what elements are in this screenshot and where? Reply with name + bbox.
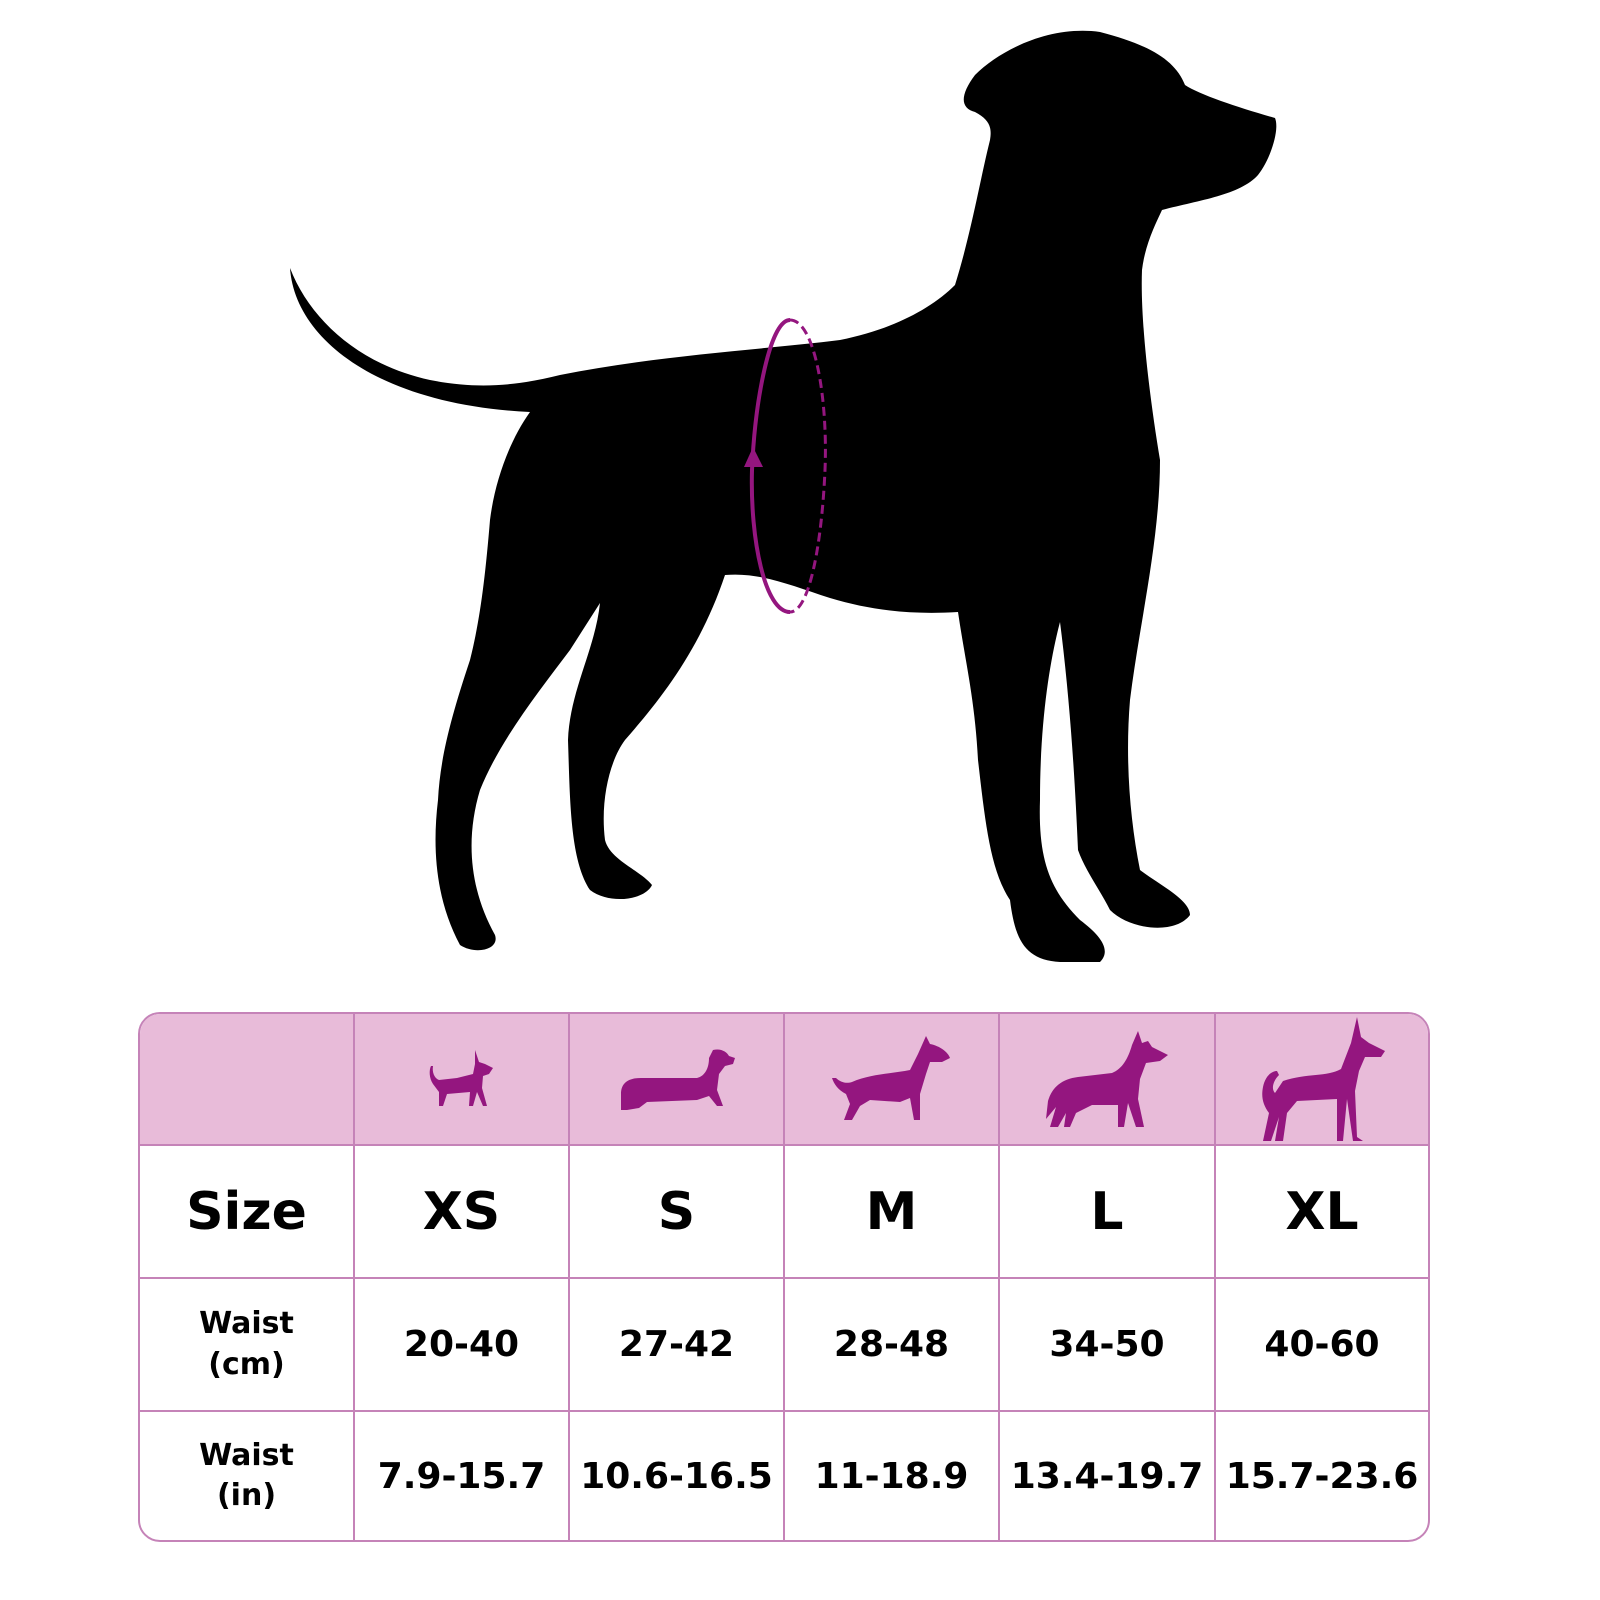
bull-terrier-icon — [785, 1014, 1000, 1146]
dog-body — [290, 30, 1277, 962]
waist-measure-loop-icon — [744, 318, 827, 614]
size-s: S — [570, 1146, 785, 1279]
waist-cm-xs: 20-40 — [355, 1279, 570, 1412]
great-dane-icon — [1216, 1014, 1428, 1146]
waist-cm-label: Waist (cm) — [140, 1279, 355, 1412]
waist-cm-xl: 40-60 — [1216, 1279, 1428, 1412]
size-l: L — [1000, 1146, 1216, 1279]
waist-in-label: Waist (in) — [140, 1412, 355, 1540]
header-corner — [140, 1014, 355, 1146]
waist-in-l: 13.4-19.7 — [1000, 1412, 1216, 1540]
size-xs: XS — [355, 1146, 570, 1279]
size-xl: XL — [1216, 1146, 1428, 1279]
waist-in-xl: 15.7-23.6 — [1225, 1455, 1419, 1497]
dog-silhouette-icon — [290, 30, 1277, 962]
waist-cm-l: 34-50 — [1000, 1279, 1216, 1412]
size-label: Size — [140, 1146, 355, 1279]
waist-cm-m: 28-48 — [785, 1279, 1000, 1412]
dachshund-icon — [570, 1014, 785, 1146]
chihuahua-icon — [355, 1014, 570, 1146]
waist-in-xs: 7.9-15.7 — [355, 1412, 570, 1540]
waist-in-s: 10.6-16.5 — [570, 1412, 785, 1540]
shepherd-icon — [1000, 1014, 1216, 1146]
size-chart-table: Size XS S M L XL Waist (cm) 20-40 27-42 … — [138, 1012, 1430, 1542]
waist-cm-s: 27-42 — [570, 1279, 785, 1412]
size-m: M — [785, 1146, 1000, 1279]
waist-in-m: 11-18.9 — [785, 1412, 1000, 1540]
